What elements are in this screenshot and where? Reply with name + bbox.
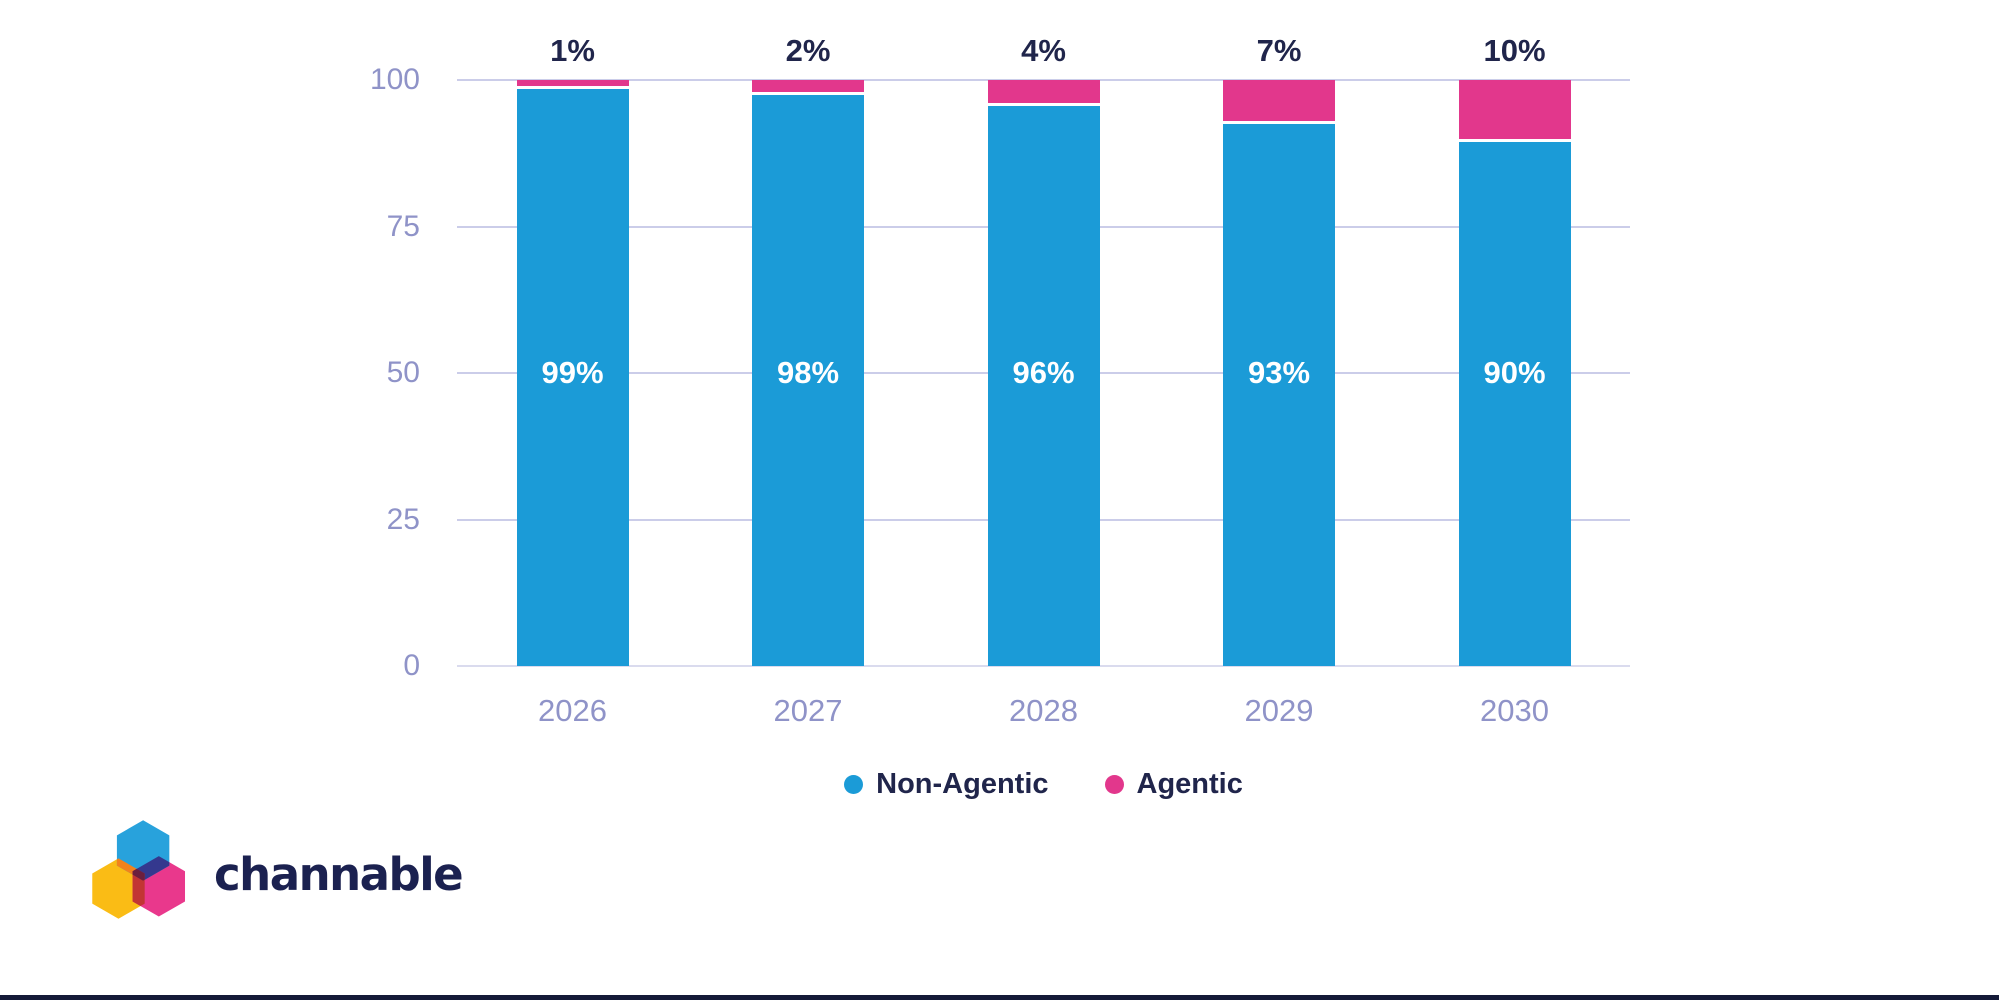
y-axis-tick-25: 25 bbox=[386, 502, 420, 536]
bar-segment-non-agentic-2026[interactable] bbox=[516, 89, 629, 666]
bar-top-label-2027: 2% bbox=[785, 33, 831, 68]
legend-label-non-agentic: Non-Agentic bbox=[876, 768, 1049, 800]
x-axis-tick-2026: 2026 bbox=[538, 693, 607, 728]
x-axis-tick-2030: 2030 bbox=[1480, 693, 1549, 728]
y-axis-tick-0: 0 bbox=[403, 649, 420, 682]
bar-segment-non-agentic-2027[interactable] bbox=[752, 94, 864, 666]
bar-inside-label-2027: 98% bbox=[776, 355, 840, 390]
footer-accent-bar bbox=[0, 995, 1999, 1000]
bar-inside-label-2026: 99% bbox=[541, 355, 604, 390]
x-axis-tick-2028: 2028 bbox=[1009, 693, 1078, 728]
bar-segment-agentic-2030[interactable] bbox=[1458, 80, 1571, 139]
x-axis-tick-2027: 2027 bbox=[773, 693, 843, 728]
bar-top-label-2030: 10% bbox=[1483, 33, 1546, 68]
bar-top-label-2028: 4% bbox=[1021, 33, 1066, 68]
legend-dot-non-agentic-icon bbox=[844, 774, 864, 794]
bar-chart: 100 75 50 25 0 1% 99% 2026 2% 98% 2027 4% 96% 2028 7% 9… bbox=[370, 33, 1630, 728]
legend-dot-agentic-icon bbox=[1104, 774, 1124, 794]
channable-logo-icon bbox=[92, 820, 186, 919]
chart-legend: Non-Agentic Agentic bbox=[457, 763, 1630, 805]
bar-segment-non-agentic-2028[interactable] bbox=[987, 106, 1100, 666]
legend-label-agentic: Agentic bbox=[1136, 768, 1243, 800]
bar-segment-agentic-2028[interactable] bbox=[987, 80, 1100, 104]
y-axis-tick-75: 75 bbox=[386, 209, 420, 243]
x-axis-tick-2029: 2029 bbox=[1244, 693, 1314, 728]
legend-item-non-agentic[interactable]: Non-Agentic bbox=[844, 763, 1049, 805]
bar-segment-agentic-2029[interactable] bbox=[1223, 80, 1335, 122]
bar-segment-non-agentic-2029[interactable] bbox=[1223, 124, 1335, 666]
bar-segment-non-agentic-2030[interactable] bbox=[1458, 141, 1571, 666]
channable-wordmark: channable bbox=[214, 847, 464, 901]
bar-inside-label-2030: 90% bbox=[1483, 355, 1546, 390]
bar-inside-label-2029: 93% bbox=[1247, 355, 1311, 390]
gridline-0 bbox=[457, 665, 1630, 667]
y-axis-tick-100: 100 bbox=[369, 63, 420, 96]
bar-segment-agentic-2027[interactable] bbox=[752, 80, 864, 92]
bar-top-label-2026: 1% bbox=[550, 33, 595, 68]
bar-segment-agentic-2026[interactable] bbox=[516, 80, 629, 86]
bar-inside-label-2028: 96% bbox=[1012, 355, 1075, 390]
channable-logo: channable bbox=[86, 818, 464, 930]
legend-item-agentic[interactable]: Agentic bbox=[1104, 763, 1243, 805]
bar-top-label-2029: 7% bbox=[1256, 33, 1302, 68]
y-axis-tick-50: 50 bbox=[386, 356, 420, 389]
